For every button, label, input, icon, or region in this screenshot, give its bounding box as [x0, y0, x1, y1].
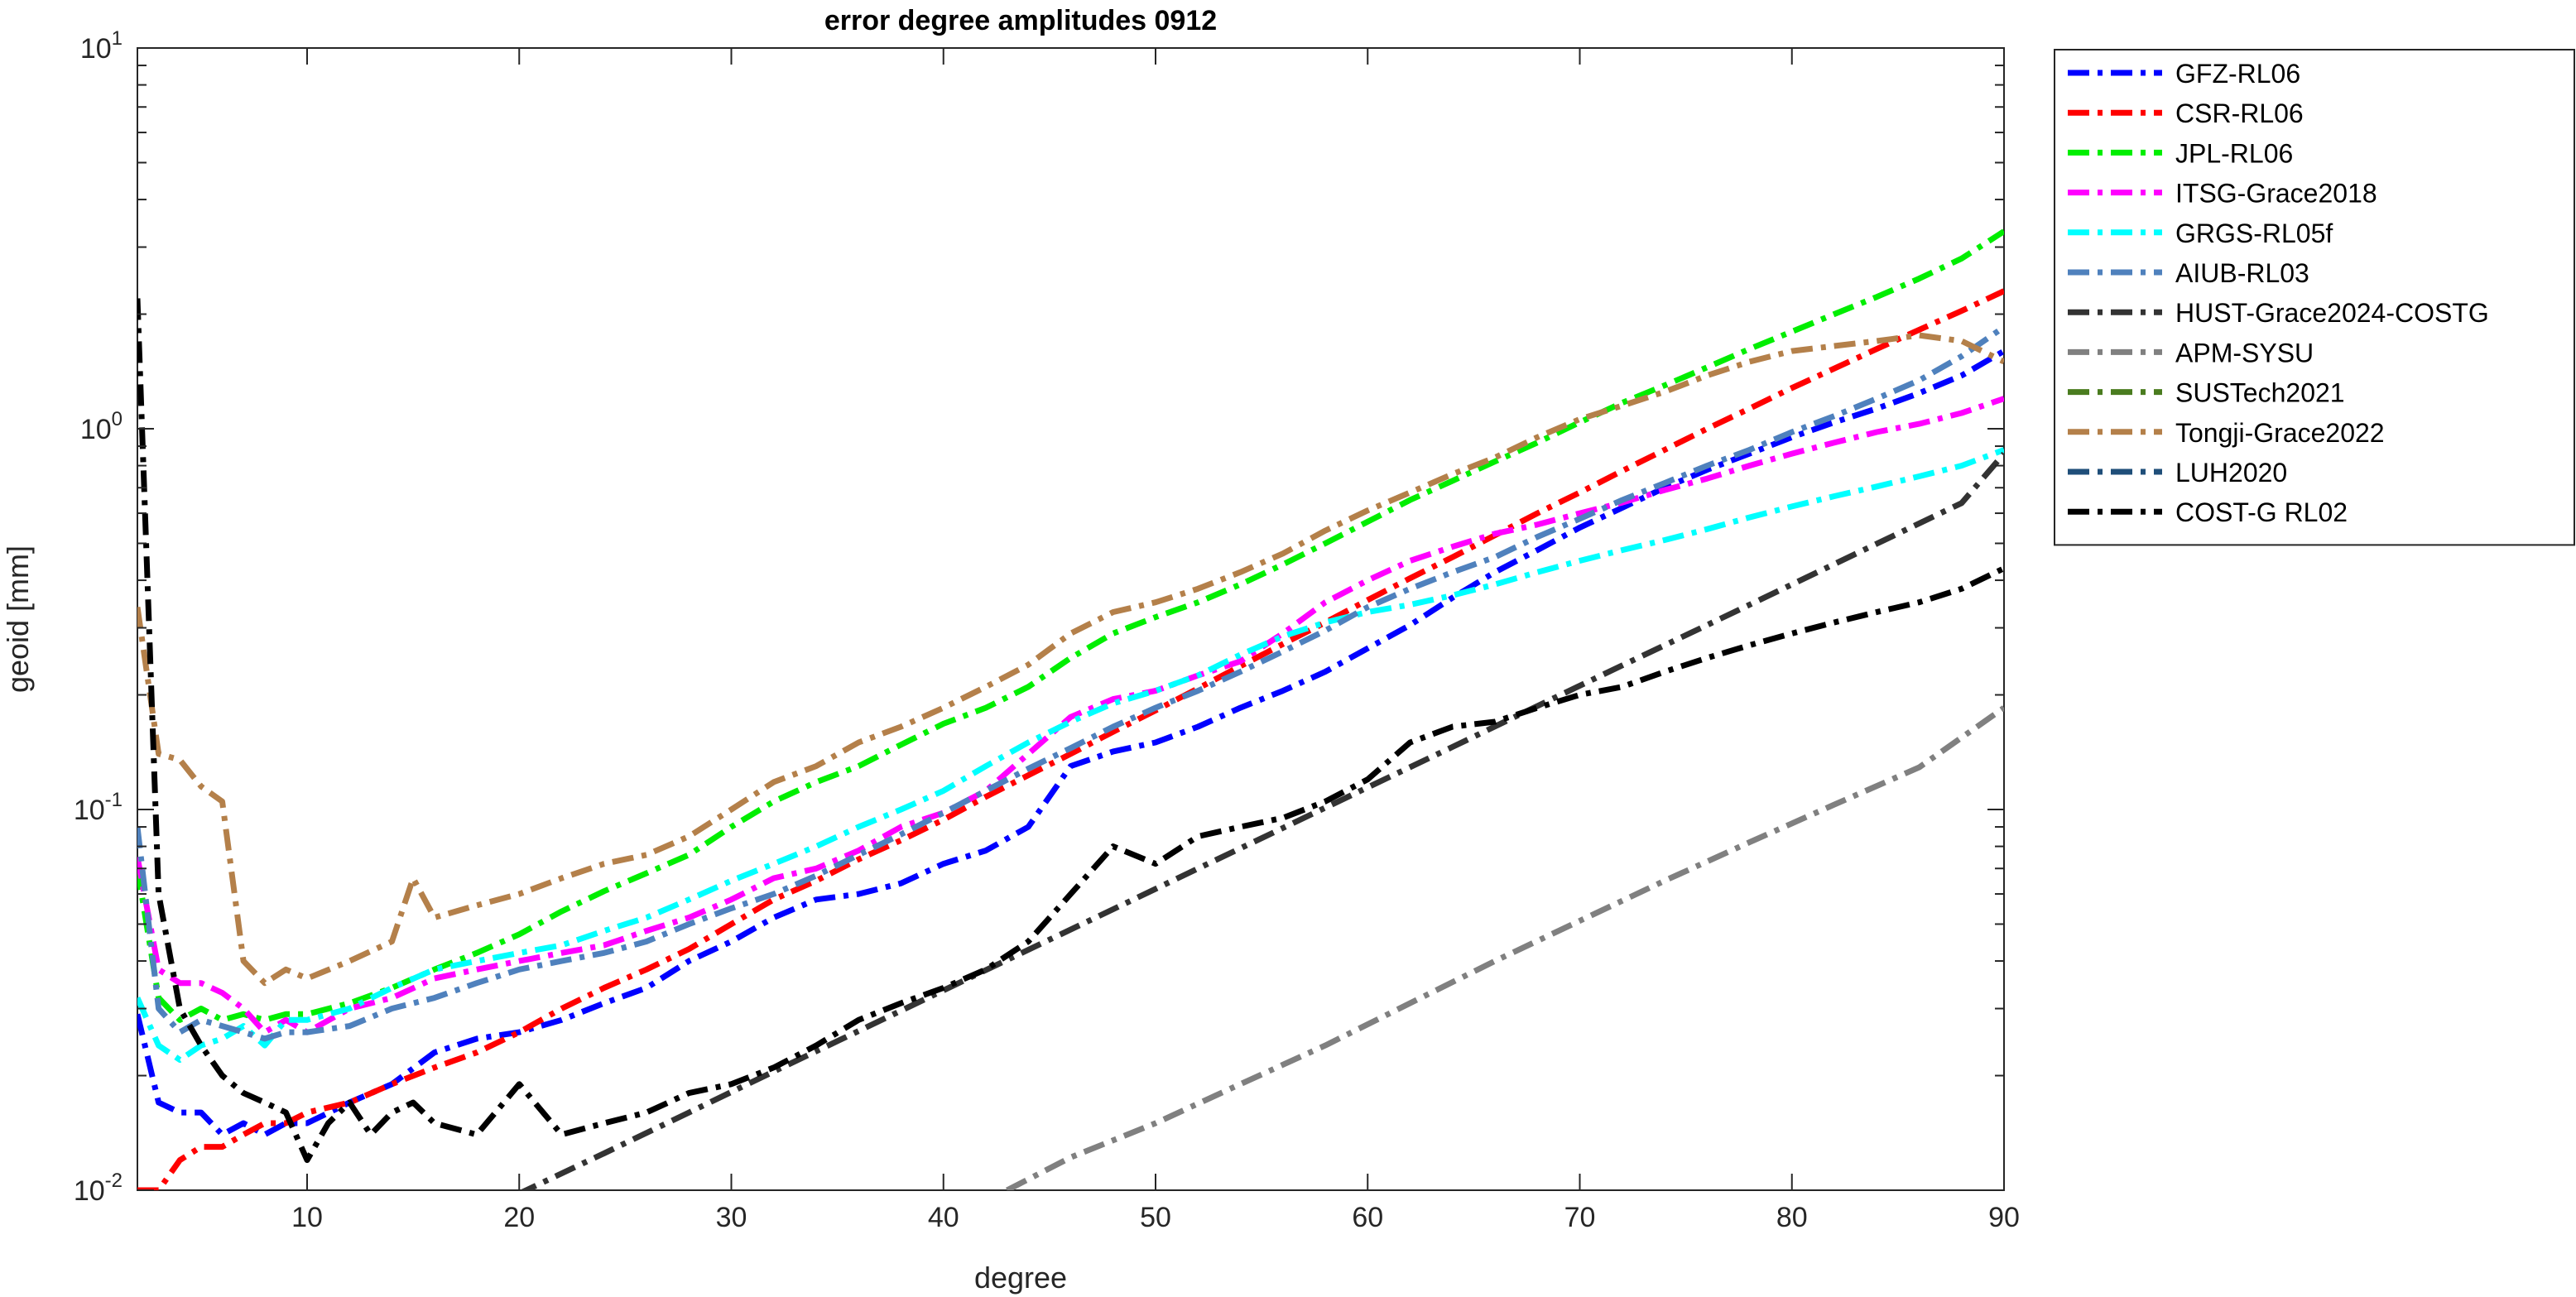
x-tick-label: 10 [291, 1202, 323, 1233]
y-axis-label: geoid [mm] [1, 545, 35, 693]
x-tick-label: 80 [1776, 1202, 1808, 1233]
x-tick-label: 70 [1564, 1202, 1596, 1233]
series-line-2 [137, 228, 2004, 1023]
y-tick-label: 10-2 [74, 1170, 123, 1207]
x-tick-label: 40 [928, 1202, 959, 1233]
y-tick-label: 10-1 [74, 789, 123, 826]
x-tick-label: 90 [1988, 1202, 2020, 1233]
legend: GFZ-RL06 CSR-RL06 JPL-RL06 ITSG-Grace2018 GR… [2054, 49, 2575, 546]
legend-label: ITSG-Grace2018 [2175, 179, 2377, 209]
series-line-11 [137, 298, 2004, 1164]
plot-area [137, 47, 2005, 1191]
legend-box [2054, 49, 2575, 546]
series-line-6 [519, 451, 2004, 1190]
series-line-9 [137, 332, 2004, 987]
x-tick-label: 60 [1352, 1202, 1383, 1233]
x-axis-label: degree [974, 1261, 1067, 1295]
series-line-1 [137, 288, 2004, 1190]
series-line-4 [137, 447, 2004, 1063]
series-line-5 [137, 324, 2004, 1042]
legend-label: LUH2020 [2175, 458, 2287, 488]
legend-label: APM-SYSU [2175, 338, 2314, 367]
y-tick-label: 101 [80, 27, 123, 65]
chart-title: error degree amplitudes 0912 [824, 5, 1217, 36]
legend-label: GRGS-RL05f [2175, 219, 2333, 248]
tick-layer: 10 20 30 40 50 60 70 80 90 10-2 10-1 100 101 [74, 27, 2020, 1233]
legend-label: COST-G RL02 [2175, 497, 2348, 527]
legend-label: JPL-RL06 [2175, 138, 2293, 168]
legend-label: Tongji-Grace2022 [2175, 418, 2385, 448]
x-tick-label: 50 [1140, 1202, 1171, 1233]
x-tick-label: 20 [503, 1202, 535, 1233]
legend-label: AIUB-RL03 [2175, 258, 2309, 288]
y-tick-label: 100 [80, 408, 123, 445]
series-layer [137, 228, 2004, 1190]
series-line-7 [1005, 705, 2004, 1190]
legend-label: SUSTech2021 [2175, 378, 2345, 408]
legend-label: GFZ-RL06 [2175, 59, 2300, 89]
legend-label: CSR-RL06 [2175, 98, 2304, 128]
legend-label: HUST-Grace2024-COSTG [2175, 298, 2489, 328]
x-tick-label: 30 [716, 1202, 747, 1233]
